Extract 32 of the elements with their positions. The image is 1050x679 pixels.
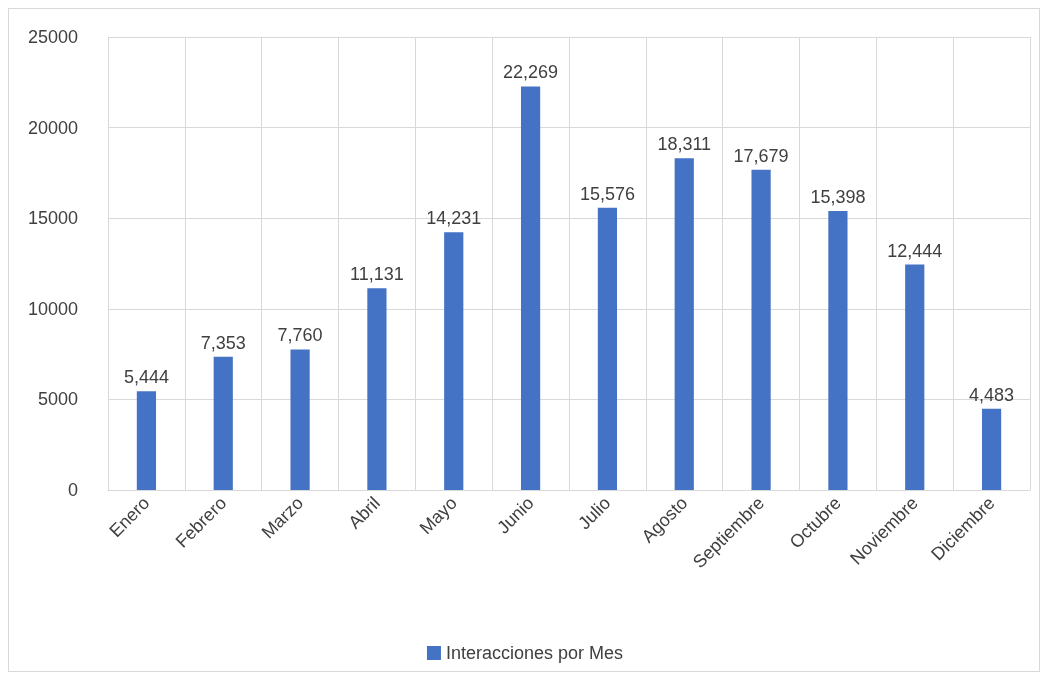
data-label: 7,760 [277,325,323,346]
bar [981,408,1002,490]
y-tick-label: 10000 [27,298,78,319]
bar [290,349,310,490]
data-label: 7,353 [200,332,246,353]
y-tick-label: 25000 [27,27,78,47]
data-label: 15,576 [579,183,635,204]
y-tick-label: 0 [67,480,78,500]
data-label: 15,398 [810,186,866,207]
bar [213,356,233,490]
x-tick-label: Julio [574,492,615,534]
bar [828,210,848,490]
bar [136,391,157,490]
bar [751,169,771,490]
y-tick-label: 15000 [27,208,78,229]
bar [444,232,464,490]
data-label: 22,269 [503,62,559,83]
data-label: 14,231 [426,208,482,229]
y-tick-label: 20000 [27,117,78,138]
legend-label: Interacciones por Mes [445,643,624,663]
data-label: 12,444 [887,240,943,261]
bar [520,86,541,490]
data-label: 18,311 [657,134,712,155]
bar [367,288,387,490]
bar [674,158,694,490]
data-label: 17,679 [733,145,789,166]
bar [905,264,925,490]
data-label: 5,444 [123,367,169,388]
data-label: 11,131 [350,264,404,285]
data-label: 4,483 [969,384,1015,405]
bar [597,207,618,490]
y-tick-label: 5000 [37,389,78,410]
